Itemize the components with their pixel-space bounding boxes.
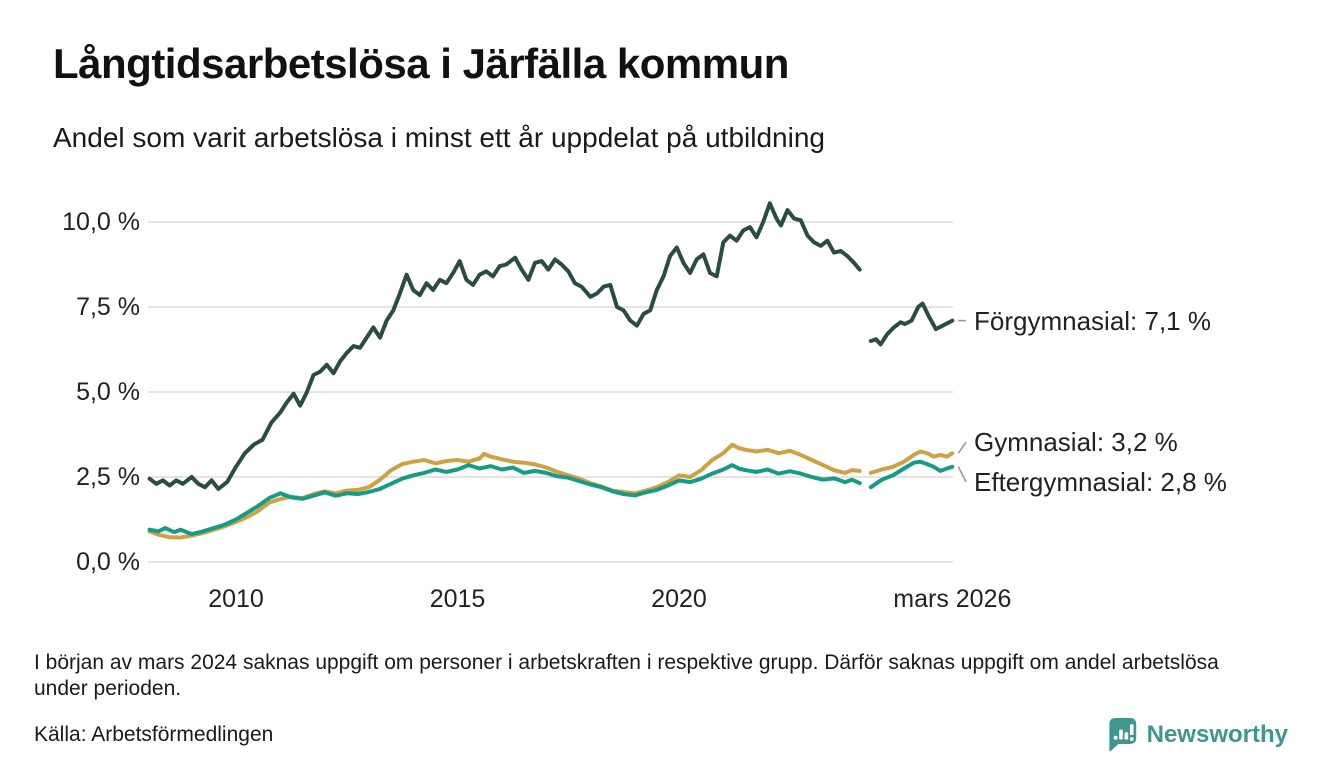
series-line-eftergymnasial	[868, 459, 955, 490]
series-end-label-förgymnasial: Förgymnasial: 7,1 %	[974, 305, 1211, 336]
newsworthy-branding: Newsworthy	[1104, 716, 1288, 754]
page-subtitle: Andel som varit arbetslösa i minst ett å…	[53, 122, 825, 153]
series-line-gymnasial	[147, 442, 862, 540]
series-line-gymnasial	[868, 449, 955, 475]
series-end-label-gymnasial: Gymnasial: 3,2 %	[974, 427, 1178, 458]
series-line-förgymnasial	[147, 201, 862, 491]
y-axis-tick-label: 0,0 %	[76, 548, 140, 576]
x-axis-tick-label: mars 2026	[893, 585, 1012, 613]
chart-footnote: I början av mars 2024 saknas uppgift om …	[34, 651, 1219, 700]
page-title: Långtidsarbetslösa i Järfälla kommun	[53, 40, 789, 87]
x-axis-tick-label: 2015	[429, 585, 486, 613]
newsworthy-logo-icon	[1108, 718, 1136, 752]
label-leader-line	[957, 466, 967, 483]
series-line-förgymnasial	[868, 301, 955, 347]
newsworthy-logo-text: Newsworthy	[1146, 721, 1288, 748]
x-axis-tick-label: 2010	[208, 585, 264, 613]
y-axis-tick-label: 10,0 %	[62, 208, 140, 236]
x-axis-tick-label: 2020	[651, 585, 707, 613]
label-leader-line	[957, 441, 967, 454]
y-axis-tick-label: 7,5 %	[76, 293, 140, 321]
y-axis-tick-label: 5,0 %	[76, 378, 140, 406]
source-label: Källa: Arbetsförmedlingen	[34, 723, 274, 746]
series-line-eftergymnasial	[147, 463, 862, 537]
y-axis-tick-label: 2,5 %	[76, 463, 140, 491]
series-end-label-eftergymnasial: Eftergymnasial: 2,8 %	[974, 466, 1227, 497]
